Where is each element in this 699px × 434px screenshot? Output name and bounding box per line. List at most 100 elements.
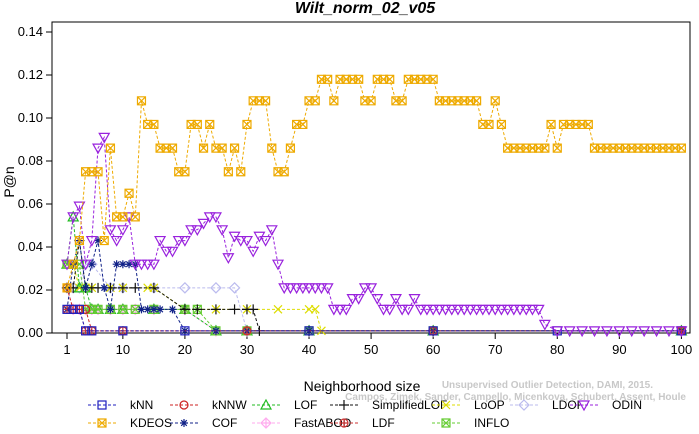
data-point-knn [62,304,72,314]
data-point-odin [650,326,663,338]
data-point-odin [383,304,396,316]
data-point-odin [563,326,576,338]
x-tick-label: 70 [488,342,502,357]
data-point-odin [79,259,92,271]
data-point-odin [247,246,260,258]
data-point-odin [613,326,626,338]
data-point-knn [81,326,91,336]
y-tick-label: 0.14 [18,24,43,39]
legend-label-fastabod: FastABOD [294,416,352,430]
data-point-kdeos [267,143,277,153]
legend-item-lof: LOF [252,398,317,412]
data-point-odin [420,304,433,316]
data-point-odin [576,326,589,338]
data-point-kdeos [229,143,240,153]
data-point-odin [588,326,601,338]
legend-item-simplifiedlof: SimplifiedLOF [330,398,447,412]
data-point-odin [296,283,309,295]
data-point-kdeos [130,212,140,222]
data-point-odin [73,201,86,213]
data-point-kdeos [99,235,109,246]
data-point-kdeos [366,96,376,106]
x-tick-label: 80 [550,342,564,357]
x-tick-label: 20 [178,342,192,357]
legend-marker-knn [97,400,107,410]
x-tick-label: 100 [671,342,693,357]
legend-marker-cof [180,419,188,427]
data-point-kdeos [223,167,233,177]
data-point-simplifiedlof [130,282,141,293]
data-point-kdeos [397,96,407,106]
series-lof [60,210,688,336]
legend-label-kdeos: KDEOS [130,416,172,430]
data-point-odin [501,304,514,316]
data-point-odin [377,304,390,316]
plot-border [51,21,691,334]
data-point-odin [365,283,378,295]
legend-item-fastabod: FastABOD [252,416,352,430]
data-point-odin [495,304,508,316]
data-point-kdeos [583,119,593,130]
data-point-odin [662,326,676,338]
y-tick-label: 0.00 [18,325,43,340]
data-point-kdeos [180,167,190,177]
data-point-simplifiedlof [229,304,240,315]
data-point-odin [166,246,179,258]
data-point-kdeos [428,74,438,84]
data-point-odin [197,218,210,230]
data-point-odin [489,304,502,316]
data-point-odin [147,259,160,271]
data-point-knn [87,326,97,336]
legend-label-lof: LOF [294,398,317,412]
data-point-odin [638,326,651,338]
data-point-odin [520,304,533,316]
data-point-odin [445,304,458,316]
data-point-simplifiedlof [148,282,159,293]
legend-item-inflo: INFLO [432,416,509,430]
data-point-cof [94,236,103,245]
data-point-simplifiedlof [248,304,259,315]
data-point-cof [112,260,121,269]
data-point-loop [273,304,283,314]
data-point-kdeos [74,235,85,246]
data-point-odin [129,259,142,271]
data-point-odin [625,326,638,338]
data-point-odin [222,253,235,264]
y-tick-label: 0.10 [18,110,43,125]
x-tick-label: 10 [116,342,130,357]
x-tick-label: 90 [612,342,626,357]
data-point-odin [476,304,489,316]
data-point-odin [265,225,278,237]
data-point-odin [402,304,415,316]
data-point-odin [98,132,111,144]
x-tick-label: 60 [426,342,440,357]
data-point-odin [408,294,421,305]
data-point-odin [414,304,427,316]
data-point-kdeos [124,188,134,198]
data-point-odin [451,304,464,316]
legend-marker-inflo [441,418,451,428]
data-point-odin [470,304,483,316]
y-tick-label: 0.12 [18,67,43,82]
data-point-odin [85,235,98,247]
data-point-knn [180,326,190,336]
legend-marker-lof [259,398,273,410]
data-point-simplifiedlof [210,304,221,315]
data-point-cof [81,283,90,292]
data-point-odin [507,304,520,316]
data-point-odin [141,259,154,271]
series-line-odin [66,135,682,332]
legend-label-ldf: LDF [372,416,395,430]
legend-item-kdeos: KDEOS [88,416,172,430]
data-point-knn [304,326,314,336]
data-point-odin [284,283,297,295]
legend: kNN kNNW LOF SimplifiedLOF LoOP LDOF ODIN KDEOS… [88,398,642,430]
data-point-odin [551,326,564,338]
data-point-cof [125,260,134,269]
data-point-cof [156,305,165,314]
data-point-kdeos [149,119,159,130]
data-point-odin [185,225,198,237]
data-point-kdeos [546,119,556,130]
data-point-cof [143,305,152,314]
data-point-odin [67,212,80,224]
